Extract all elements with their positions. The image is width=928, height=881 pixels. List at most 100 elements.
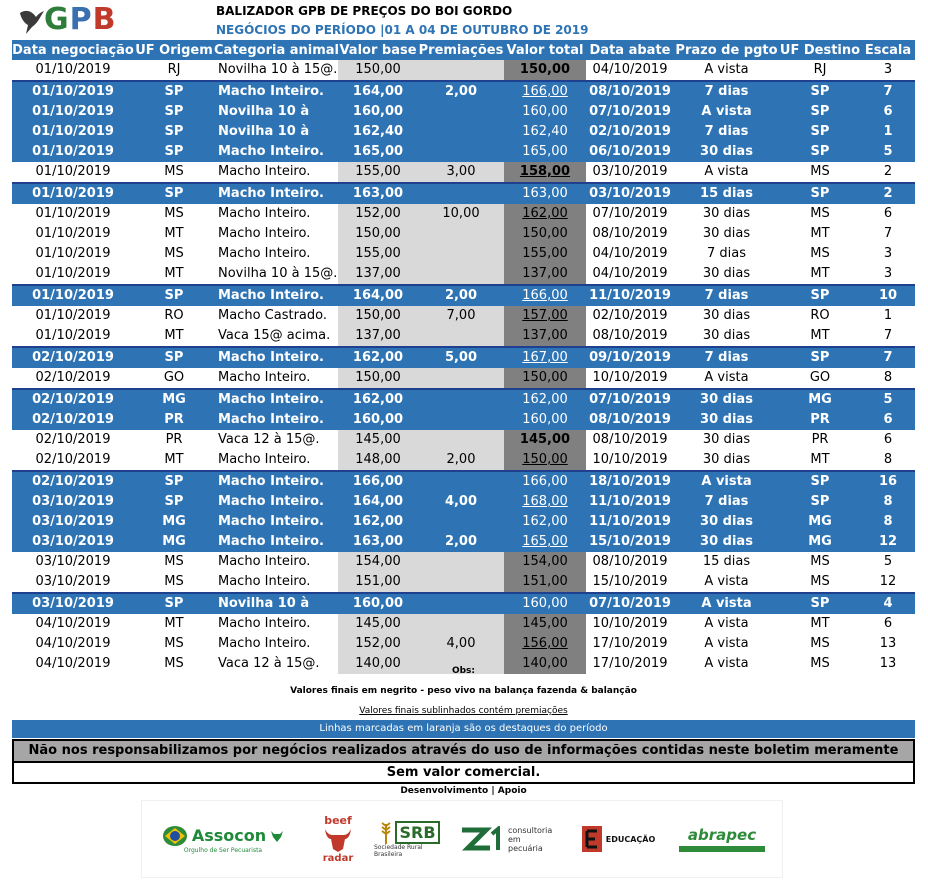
cell-data-abate: 04/10/2019 <box>586 264 674 285</box>
table-row: 02/10/2019 MG Macho Inteiro. 162,00 162,00 07… <box>12 388 915 410</box>
cell-uf-origem: MG <box>134 532 214 552</box>
e-icon <box>581 826 602 852</box>
cell-prazo: 30 dias <box>674 264 779 285</box>
table-row: 02/10/2019 SP Macho Inteiro. 162,00 5,00 167,… <box>12 346 915 368</box>
cell-uf-origem: MS <box>134 634 214 654</box>
cell-prazo: 30 dias <box>674 410 779 430</box>
cell-valor-base: 164,00 <box>338 492 418 512</box>
gpb-logo: GPB <box>18 2 117 38</box>
cell-uf-origem: MS <box>134 572 214 593</box>
cell-uf-destino: MG <box>779 532 861 552</box>
cell-uf-destino: SP <box>779 102 861 122</box>
development-support-label: Desenvolvimento | Apoio <box>400 786 527 796</box>
cell-valor-base: 165,00 <box>338 142 418 162</box>
abrapec-underline <box>679 846 765 852</box>
cell-data-negociacao: 01/10/2019 <box>12 284 134 306</box>
cell-escala: 7 <box>861 346 915 368</box>
cell-prazo: 30 dias <box>674 532 779 552</box>
cell-categoria: Novilha 10 à <box>214 102 338 122</box>
cell-data-negociacao: 03/10/2019 <box>12 592 134 614</box>
cell-uf-destino: PR <box>779 410 861 430</box>
cell-data-abate: 18/10/2019 <box>586 470 674 492</box>
cell-escala: 6 <box>861 204 915 224</box>
cell-data-abate: 08/10/2019 <box>586 326 674 347</box>
cell-categoria: Macho Inteiro. <box>214 492 338 512</box>
cell-prazo: 30 dias <box>674 306 779 326</box>
cell-escala: 1 <box>861 122 915 142</box>
cell-valor-total: 140,00 <box>504 654 586 674</box>
srb-logo: SRB Sociedade Rural Brasileira <box>374 801 446 877</box>
cell-premiacoes <box>418 182 504 204</box>
cell-data-negociacao: 03/10/2019 <box>12 552 134 572</box>
sponsor-logos: Assocon Orgulho de Ser Pecuarista beef r… <box>141 800 783 878</box>
cell-categoria: Macho Inteiro. <box>214 552 338 572</box>
cell-valor-total: 151,00 <box>504 572 586 593</box>
table-row: 01/10/2019 MT Vaca 15@ acima. 137,00 137,00 0… <box>12 326 915 347</box>
cell-data-negociacao: 01/10/2019 <box>12 264 134 285</box>
col-prazo-pgto-header: Prazo de pgto <box>674 40 779 60</box>
cell-uf-origem: MT <box>134 450 214 471</box>
cell-premiacoes <box>418 572 504 593</box>
cell-uf-destino: MS <box>779 552 861 572</box>
cell-uf-destino: MT <box>779 224 861 244</box>
cell-uf-destino: SP <box>779 80 861 102</box>
cell-escala: 7 <box>861 80 915 102</box>
cell-valor-base: 160,00 <box>338 102 418 122</box>
cell-valor-base: 137,00 <box>338 326 418 347</box>
cell-valor-total: 167,00 <box>504 346 586 368</box>
cell-valor-total: 160,00 <box>504 102 586 122</box>
cell-categoria: Macho Inteiro. <box>214 614 338 634</box>
cell-data-negociacao: 03/10/2019 <box>12 512 134 532</box>
cell-valor-total: 158,00 <box>504 162 586 183</box>
cell-uf-destino: MS <box>779 162 861 183</box>
cell-premiacoes: 2,00 <box>418 532 504 552</box>
cell-prazo: A vista <box>674 368 779 389</box>
cell-data-negociacao: 04/10/2019 <box>12 614 134 634</box>
cell-valor-base: 140,00 <box>338 654 418 674</box>
cell-valor-total: 162,40 <box>504 122 586 142</box>
page-subtitle: NEGÓCIOS DO PERÍODO |01 A 04 DE OUTUBRO … <box>216 23 589 37</box>
cell-valor-base: 164,00 <box>338 80 418 102</box>
cell-data-negociacao: 02/10/2019 <box>12 346 134 368</box>
table-row: 02/10/2019 PR Macho Inteiro. 160,00 160,00 08… <box>12 410 915 430</box>
cell-valor-base: 155,00 <box>338 244 418 264</box>
cell-premiacoes <box>418 264 504 285</box>
obs-label: Obs: <box>451 666 476 676</box>
radar-label: radar <box>322 853 354 864</box>
cell-uf-origem: RO <box>134 306 214 326</box>
bold-note: Valores finais em negrito - peso vivo na… <box>290 686 637 696</box>
cell-valor-total: 150,00 <box>504 450 586 471</box>
cell-valor-base: 148,00 <box>338 450 418 471</box>
cell-categoria: Macho Inteiro. <box>214 512 338 532</box>
cell-valor-total: 166,00 <box>504 284 586 306</box>
cell-data-abate: 03/10/2019 <box>586 162 674 183</box>
cell-prazo: A vista <box>674 102 779 122</box>
cell-valor-total: 137,00 <box>504 326 586 347</box>
cell-valor-base: 163,00 <box>338 532 418 552</box>
cell-escala: 13 <box>861 634 915 654</box>
cell-escala: 10 <box>861 284 915 306</box>
educacao-label: EDUCAÇÃO <box>605 834 656 844</box>
cell-escala: 7 <box>861 224 915 244</box>
table-row: 04/10/2019 MS Vaca 12 à 15@. 140,00 140,00 17… <box>12 654 915 674</box>
cell-data-abate: 08/10/2019 <box>586 224 674 244</box>
cell-prazo: 7 dias <box>674 244 779 264</box>
cell-uf-destino: MS <box>779 654 861 674</box>
cell-uf-origem: MT <box>134 326 214 347</box>
cell-premiacoes: 5,00 <box>418 346 504 368</box>
cell-escala: 5 <box>861 388 915 410</box>
cell-premiacoes <box>418 592 504 614</box>
cell-data-negociacao: 02/10/2019 <box>12 388 134 410</box>
cell-uf-destino: MT <box>779 450 861 471</box>
cell-categoria: Macho Inteiro. <box>214 572 338 593</box>
cell-uf-origem: MS <box>134 244 214 264</box>
assocon-name: Assocon <box>191 826 267 845</box>
cell-valor-base: 162,00 <box>338 512 418 532</box>
col-data-abate-header: Data abate <box>586 40 674 60</box>
cell-prazo: A vista <box>674 654 779 674</box>
cell-valor-total: 137,00 <box>504 264 586 285</box>
no-commercial-value: Sem valor comercial. <box>12 761 915 784</box>
cell-categoria: Novilha 10 à <box>214 592 338 614</box>
cell-uf-origem: SP <box>134 470 214 492</box>
table-row: 02/10/2019 MT Macho Inteiro. 148,00 2,00 150,… <box>12 450 915 471</box>
